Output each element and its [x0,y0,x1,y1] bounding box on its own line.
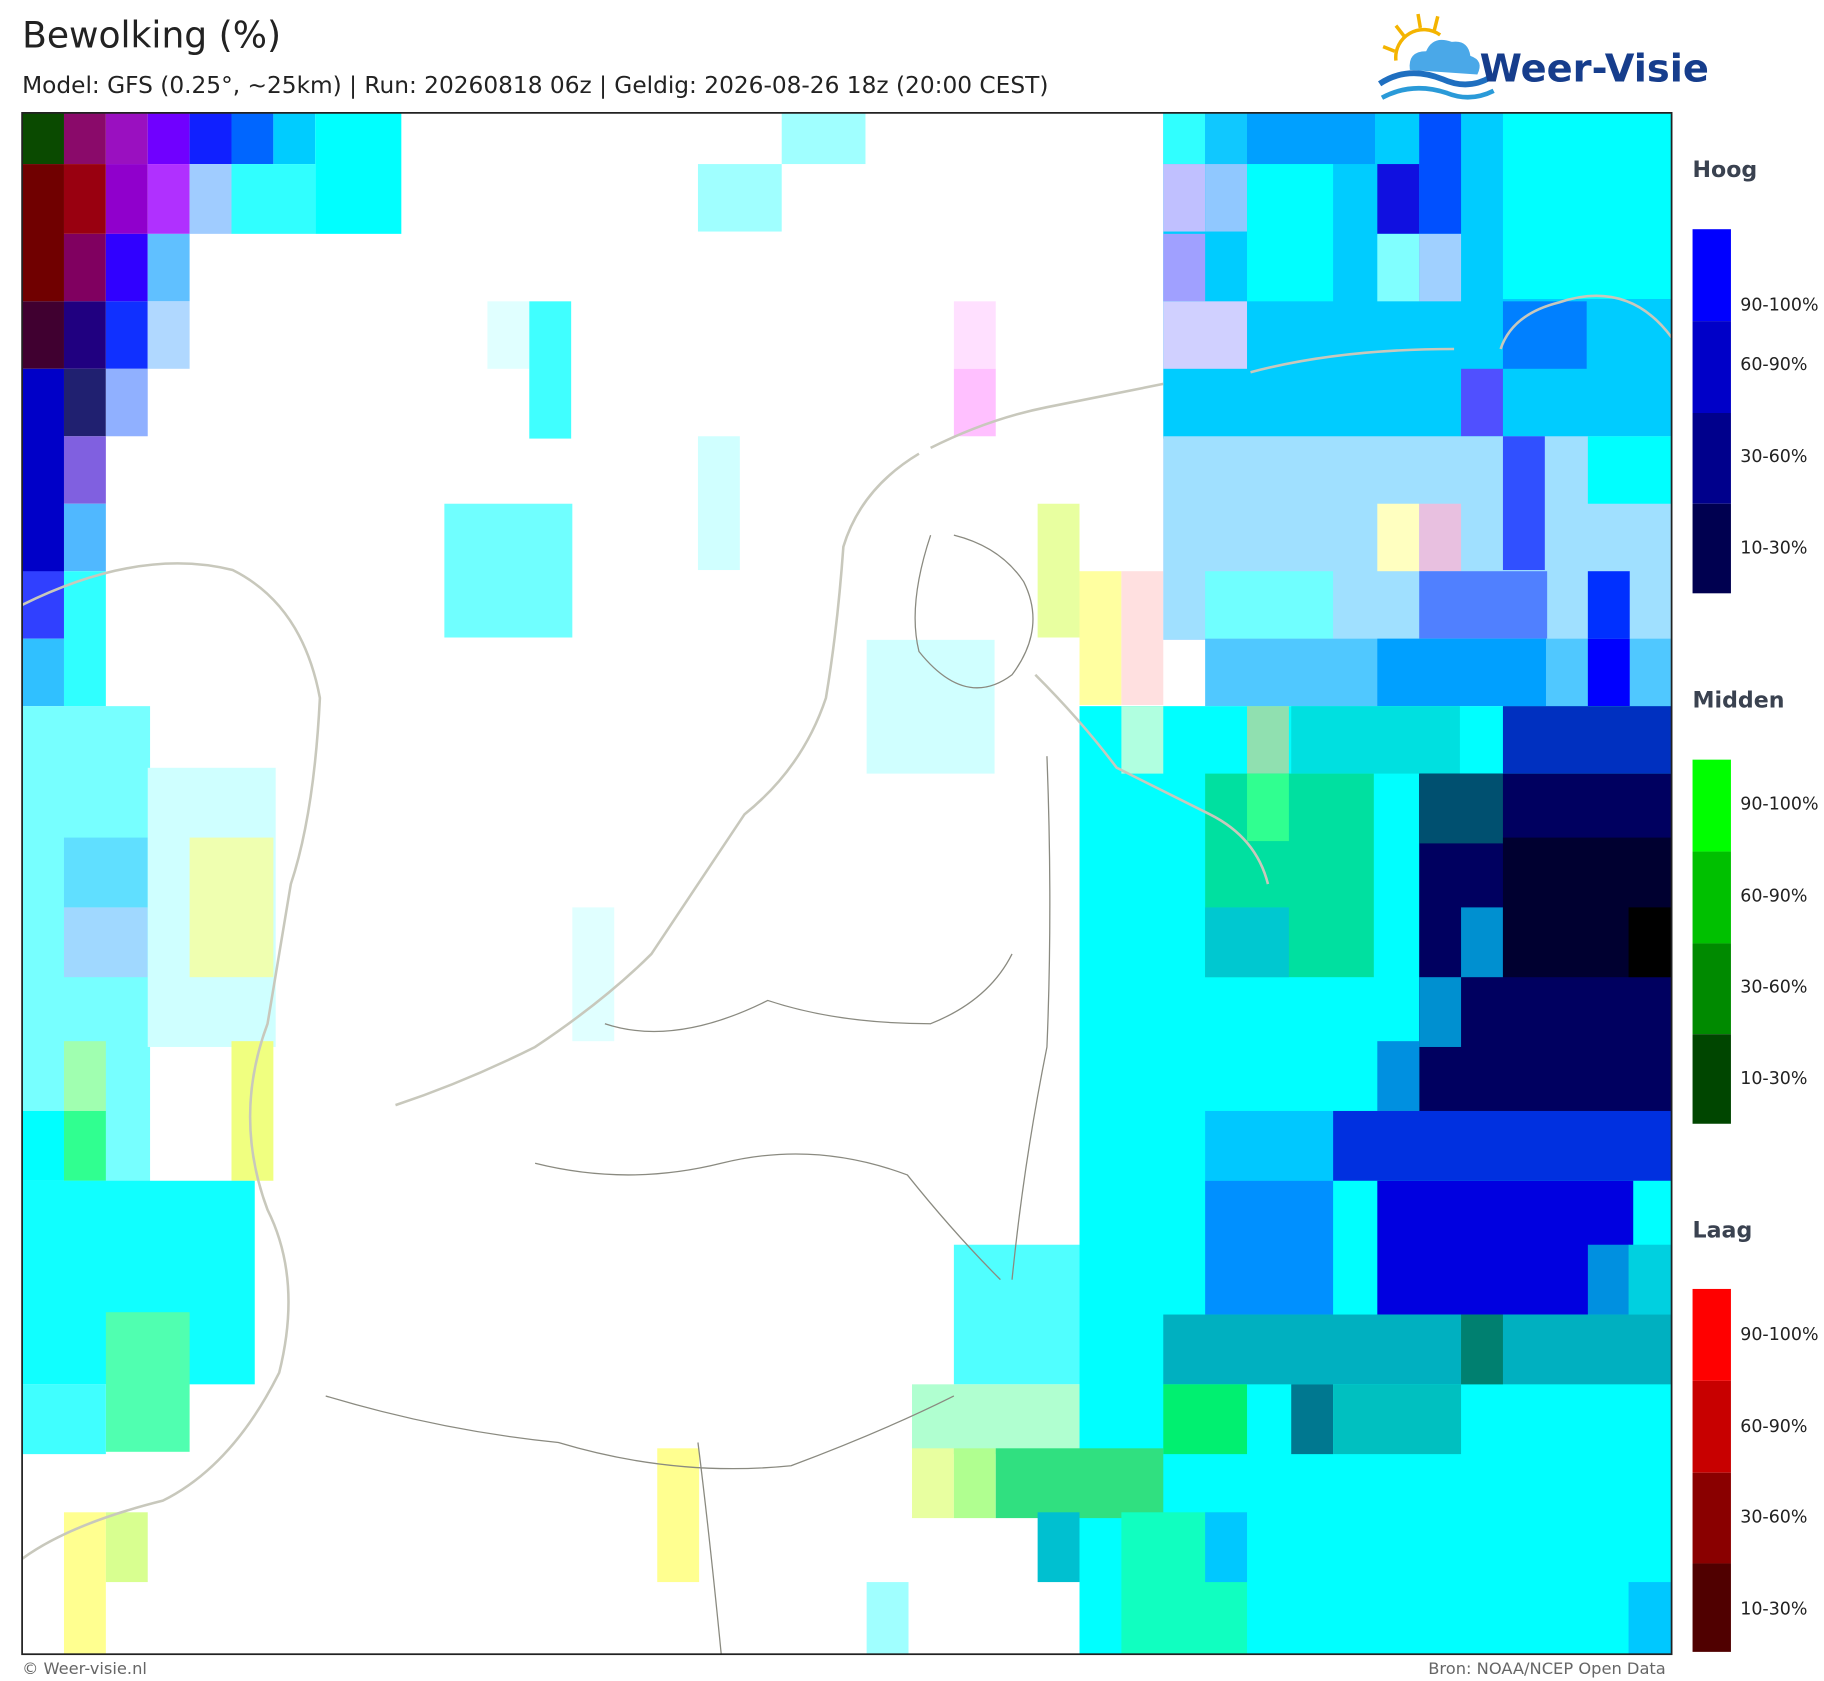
legend-title: Midden [1693,687,1785,713]
subtitle: Model: GFS (0.25°, ~25km) | Run: 2026081… [22,72,1048,99]
cloud-cells [22,112,1672,1655]
legend-label: 90-100% [1740,296,1818,316]
footer-credit: © Weer-visie.nl [22,1659,147,1678]
legend: Hoog 90-100% 60-90% 30-60% 10-30% Midden… [1692,157,1819,1652]
legend-label: 10-30% [1740,1069,1807,1089]
legend-title: Laag [1693,1218,1753,1244]
legend-label: 10-30% [1740,539,1807,559]
footer-source: Bron: NOAA/NCEP Open Data [1428,1659,1666,1678]
logo: Weer-Visie [1378,13,1709,100]
map [21,112,1673,1656]
legend-label: 30-60% [1740,1508,1807,1528]
legend-label: 60-90% [1740,355,1807,375]
legend-title: Hoog [1693,157,1758,183]
legend-label: 10-30% [1740,1600,1807,1620]
title: Bewolking (%) [22,15,281,57]
legend-label: 60-90% [1740,1417,1807,1437]
legend-label: 90-100% [1740,1325,1818,1345]
legend-label: 30-60% [1740,447,1807,467]
legend-label: 90-100% [1740,795,1818,815]
logo-text: Weer-Visie [1480,46,1709,91]
legend-label: 30-60% [1740,977,1807,997]
legend-label: 60-90% [1740,887,1807,907]
